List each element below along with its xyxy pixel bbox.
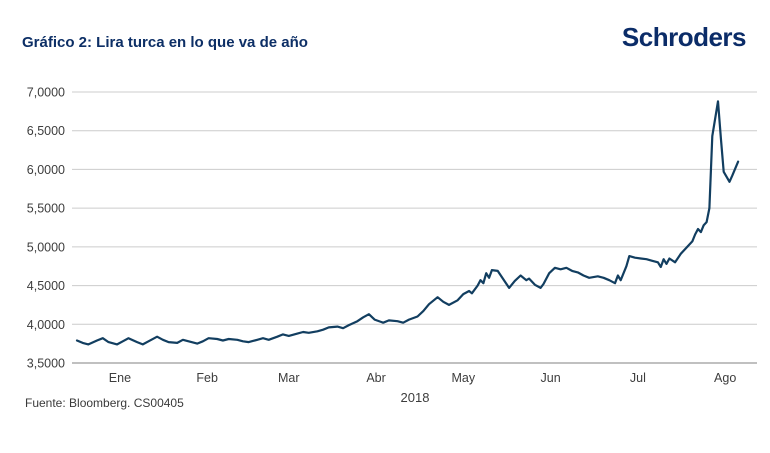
x-axis-month-label: Ago (714, 371, 736, 385)
chart-title: Gráfico 2: Lira turca en lo que va de añ… (22, 34, 308, 51)
y-axis-tick-label: 7,0000 (27, 86, 65, 100)
x-axis-month-label: Feb (196, 371, 218, 385)
x-axis-month-label: Jun (541, 371, 561, 385)
x-axis-year-label: 2018 (400, 390, 430, 405)
x-axis-month-label: Abr (366, 371, 385, 385)
schroders-logo: Schroders (621, 22, 747, 52)
y-axis-tick-label: 6,5000 (27, 124, 65, 138)
y-axis-tick-label: 5,0000 (27, 240, 65, 254)
x-axis-month-label: Ene (109, 371, 131, 385)
source-note: Fuente: Bloomberg. CS00405 (25, 396, 184, 410)
x-axis-month-label: May (452, 371, 476, 385)
y-axis-tick-label: 5,5000 (27, 202, 65, 216)
x-axis-month-label: Jul (630, 371, 646, 385)
y-axis-tick-label: 4,5000 (27, 279, 65, 293)
y-axis-tick-label: 6,0000 (27, 163, 65, 177)
y-axis-tick-label: 4,0000 (27, 318, 65, 332)
price-line (75, 100, 740, 346)
y-axis-tick-label: 3,5000 (27, 357, 65, 371)
x-axis-month-label: Mar (278, 371, 300, 385)
